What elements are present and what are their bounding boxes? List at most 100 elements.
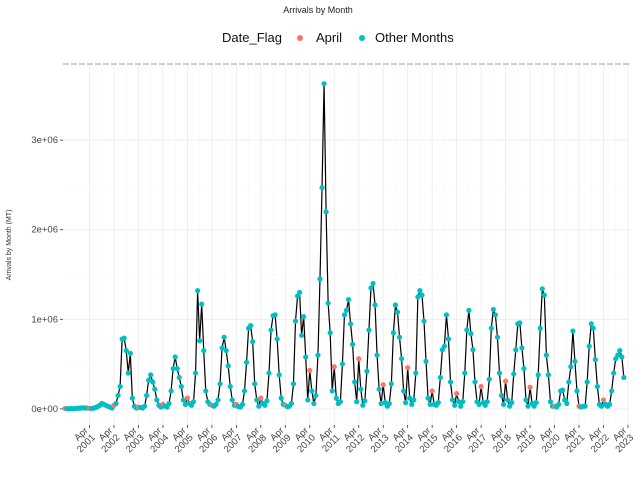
point-other-months bbox=[354, 399, 360, 405]
point-other-months bbox=[611, 370, 617, 376]
legend: Date_Flag April Other Months bbox=[222, 30, 454, 45]
point-other-months bbox=[594, 383, 600, 390]
point-other-months bbox=[386, 400, 392, 407]
point-other-months bbox=[201, 348, 207, 354]
point-other-months bbox=[411, 397, 417, 403]
point-other-months bbox=[545, 372, 552, 378]
point-other-months bbox=[248, 322, 254, 329]
point-other-months bbox=[556, 401, 562, 407]
point-other-months bbox=[456, 399, 462, 405]
point-other-months bbox=[272, 312, 278, 318]
point-other-months bbox=[378, 400, 384, 407]
point-other-months bbox=[586, 343, 592, 349]
point-other-months bbox=[598, 403, 605, 409]
point-other-months bbox=[345, 296, 352, 303]
point-other-months bbox=[358, 386, 364, 392]
point-other-months bbox=[144, 392, 150, 399]
point-other-months bbox=[441, 343, 447, 349]
point-other-months bbox=[337, 399, 343, 405]
point-other-months bbox=[500, 401, 507, 407]
point-other-months bbox=[241, 388, 248, 394]
point-other-months bbox=[566, 379, 572, 385]
point-other-months bbox=[525, 403, 531, 409]
point-other-months bbox=[195, 288, 201, 294]
point-april bbox=[356, 356, 362, 362]
point-other-months bbox=[427, 401, 433, 407]
point-other-months bbox=[266, 370, 272, 376]
point-other-months bbox=[484, 399, 490, 405]
point-other-months bbox=[421, 318, 427, 324]
legend-title: Date_Flag bbox=[222, 30, 282, 45]
y-tick-label: 3e+06 bbox=[31, 135, 58, 146]
point-other-months bbox=[419, 292, 425, 298]
point-other-months bbox=[390, 330, 397, 336]
point-other-months bbox=[470, 347, 476, 353]
point-april bbox=[478, 383, 484, 390]
point-other-months bbox=[150, 379, 156, 385]
point-other-months bbox=[343, 307, 350, 313]
point-other-months bbox=[582, 403, 588, 409]
point-other-months bbox=[229, 397, 235, 403]
point-april bbox=[600, 397, 607, 403]
point-other-months bbox=[366, 327, 372, 333]
point-other-months bbox=[301, 314, 307, 320]
y-tick-label: 2e+06 bbox=[31, 225, 58, 236]
point-other-months bbox=[572, 358, 578, 364]
chart-title: Arrivals by Month bbox=[283, 5, 353, 15]
point-other-months bbox=[221, 334, 227, 340]
legend-label-other-months: Other Months bbox=[375, 30, 454, 45]
point-april bbox=[502, 378, 509, 384]
grid bbox=[63, 64, 630, 425]
point-other-months bbox=[190, 399, 197, 405]
point-other-months bbox=[311, 400, 317, 407]
point-other-months bbox=[199, 301, 205, 307]
point-other-months bbox=[252, 381, 258, 387]
point-other-months bbox=[447, 379, 454, 385]
point-other-months bbox=[148, 372, 154, 378]
point-other-months bbox=[494, 334, 501, 340]
point-other-months bbox=[472, 379, 478, 385]
point-other-months bbox=[476, 401, 482, 407]
point-other-months bbox=[317, 276, 323, 282]
point-other-months bbox=[129, 395, 135, 401]
point-other-months bbox=[174, 365, 180, 372]
point-other-months bbox=[398, 356, 405, 362]
point-other-months bbox=[180, 397, 186, 403]
point-other-months bbox=[488, 325, 494, 331]
point-other-months bbox=[350, 341, 356, 347]
point-other-months bbox=[423, 358, 429, 364]
point-other-months bbox=[445, 336, 452, 342]
point-other-months bbox=[339, 361, 346, 367]
point-other-months bbox=[460, 399, 466, 405]
point-other-months bbox=[537, 325, 543, 331]
point-other-months bbox=[113, 400, 119, 407]
point-other-months bbox=[376, 386, 382, 392]
point-other-months bbox=[511, 371, 517, 377]
point-other-months bbox=[347, 321, 354, 327]
point-other-months bbox=[309, 388, 315, 394]
point-other-months bbox=[166, 400, 172, 407]
point-other-months bbox=[127, 350, 133, 356]
point-other-months bbox=[498, 392, 505, 399]
point-other-months bbox=[413, 370, 419, 376]
point-other-months bbox=[449, 397, 456, 403]
point-other-months bbox=[392, 302, 399, 308]
point-other-months bbox=[243, 359, 250, 365]
point-other-months bbox=[547, 399, 554, 405]
point-other-months bbox=[333, 395, 339, 401]
point-other-months bbox=[535, 372, 541, 378]
point-april bbox=[258, 395, 264, 401]
point-other-months bbox=[299, 332, 305, 339]
point-other-months bbox=[466, 307, 472, 313]
point-other-months bbox=[182, 401, 188, 407]
legend-marker-april bbox=[297, 35, 303, 41]
point-other-months bbox=[274, 336, 280, 342]
point-other-months bbox=[213, 401, 219, 407]
point-other-months bbox=[115, 392, 121, 399]
point-other-months bbox=[172, 354, 178, 360]
point-other-months bbox=[570, 328, 576, 334]
y-tick-label: 1e+06 bbox=[31, 314, 58, 325]
point-other-months bbox=[168, 388, 174, 394]
point-other-months bbox=[250, 339, 256, 345]
